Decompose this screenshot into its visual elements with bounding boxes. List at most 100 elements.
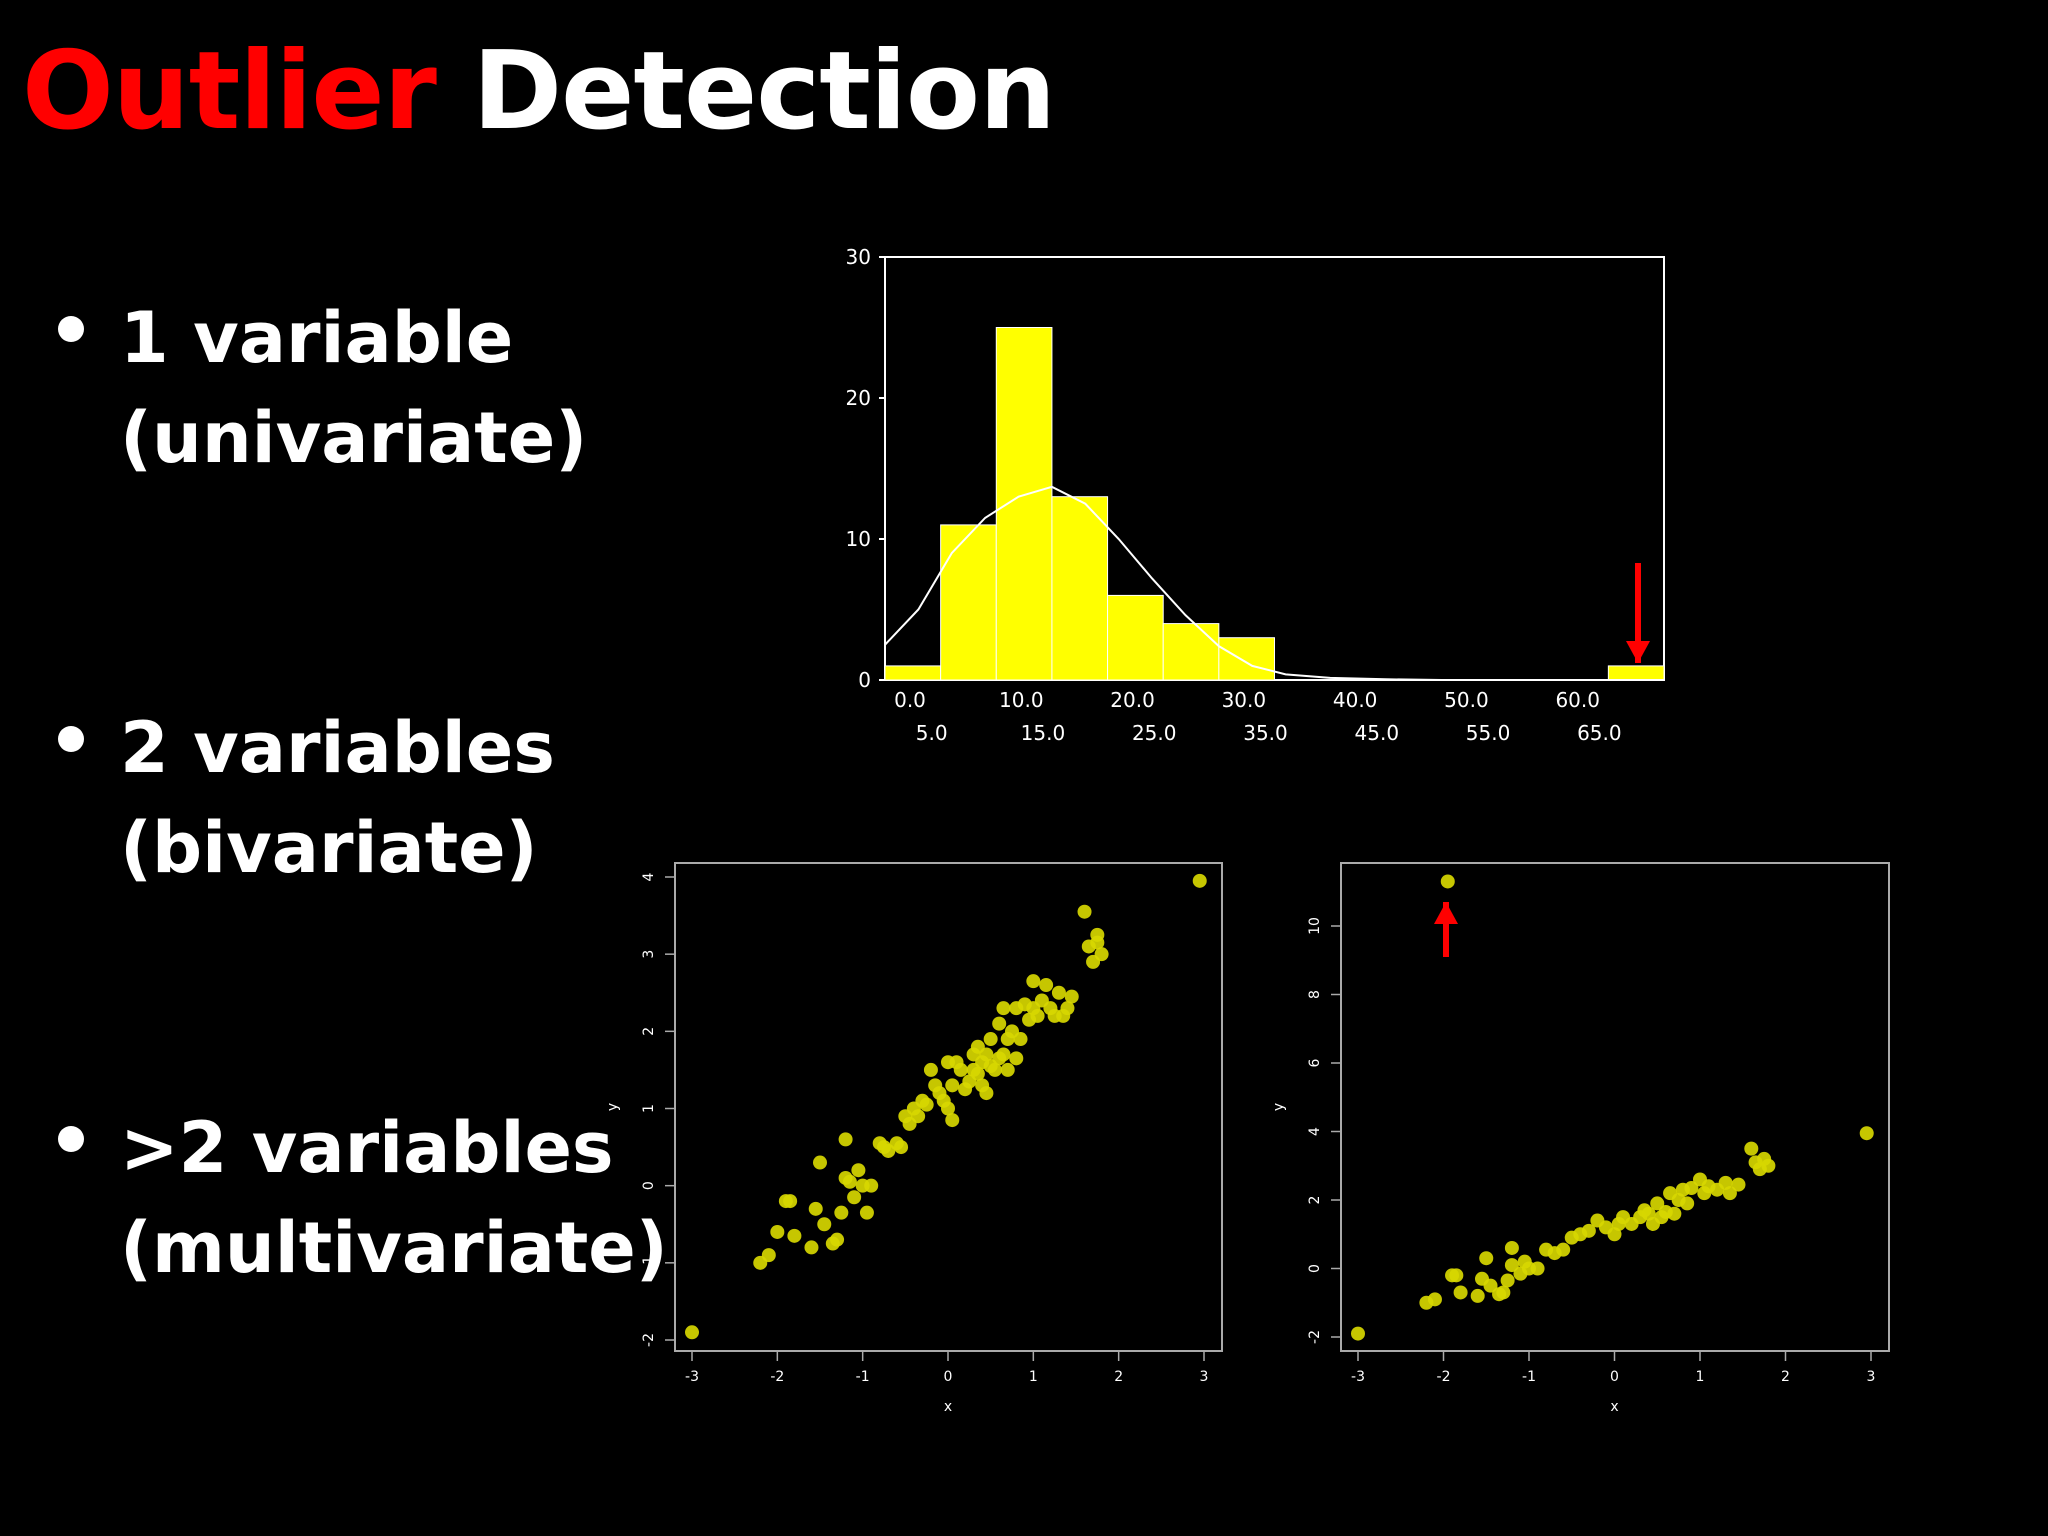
scatter-point: [1483, 1278, 1498, 1293]
x-tick-label: -3: [685, 1369, 699, 1385]
scatter-point: [1453, 1285, 1468, 1300]
scatter-point: [923, 1062, 938, 1077]
scatter-point: [817, 1217, 832, 1232]
scatter-point: [1427, 1292, 1442, 1307]
scatter-point: [1496, 1285, 1511, 1300]
histogram-bar: [1218, 637, 1276, 681]
scatter-point: [804, 1240, 819, 1255]
y-tick-label: 4: [1307, 1127, 1323, 1136]
scatter-point: [761, 1248, 776, 1263]
scatter-point: [770, 1224, 785, 1239]
scatter-point: [1192, 873, 1207, 888]
y-tick-label: 2: [1307, 1196, 1323, 1205]
scatter-point: [1761, 1158, 1776, 1173]
scatter-point: [842, 1174, 857, 1189]
scatter-point: [1680, 1196, 1695, 1211]
y-tick-label: 4: [641, 872, 657, 881]
scatter-point: [953, 1062, 968, 1077]
scatter-point: [1500, 1273, 1515, 1288]
x-tick-label: 30.0: [1222, 688, 1267, 712]
title-word-detection: Detection: [472, 29, 1056, 154]
scatter-point: [970, 1066, 985, 1081]
x-tick-label: 15.0: [1021, 721, 1066, 745]
x-axis-label: x: [944, 1399, 952, 1415]
x-tick-label: -2: [770, 1369, 784, 1385]
y-tick-label: -2: [1307, 1330, 1323, 1344]
scatter-point: [1722, 1186, 1737, 1201]
scatter-point: [1504, 1240, 1519, 1255]
scatter-point: [1039, 978, 1054, 993]
y-tick-label: 1: [641, 1104, 657, 1113]
bullet-line2: (univariate): [120, 397, 588, 479]
x-tick-label: 1: [1029, 1369, 1038, 1385]
scatter-point: [1449, 1268, 1464, 1283]
scatter-point: [941, 1101, 955, 1116]
scatter-point: [1060, 1001, 1075, 1016]
bullet-line1: 2 variables: [120, 707, 555, 789]
scatter-point: [787, 1228, 802, 1243]
bullet-line1: >2 variables: [120, 1107, 614, 1189]
scatter-point: [996, 1047, 1011, 1062]
y-tick-label: 0: [1307, 1264, 1323, 1273]
page-title: Outlier Detection: [22, 29, 1056, 154]
bullet-dot-icon: [58, 726, 84, 752]
scatter-point: [979, 1047, 994, 1062]
density-curve: [884, 485, 1664, 681]
scatter-point: [859, 1205, 874, 1220]
x-tick-label: 0: [944, 1369, 953, 1385]
scatter-point: [1470, 1288, 1485, 1303]
scatter-point: [1026, 974, 1041, 989]
outlier-arrow-icon: [1626, 563, 1650, 663]
x-tick-label: 55.0: [1466, 721, 1511, 745]
x-tick-label: -1: [1522, 1369, 1536, 1385]
scatter-point: [996, 1001, 1011, 1016]
x-tick-label: 50.0: [1444, 688, 1489, 712]
scatter-point: [1094, 947, 1109, 962]
x-tick-label: 10.0: [999, 688, 1044, 712]
bullet-multivariate: >2 variables (multivariate): [58, 1098, 668, 1298]
y-tick-label: 3: [641, 950, 657, 959]
x-tick-label: -3: [1351, 1369, 1365, 1385]
x-tick-label: 60.0: [1555, 688, 1600, 712]
arrow-head: [1434, 902, 1458, 924]
x-tick-label: 0: [1610, 1369, 1619, 1385]
scatter-point: [992, 1016, 1007, 1031]
bullet-dot-icon: [58, 316, 84, 342]
x-tick-label: 40.0: [1333, 688, 1378, 712]
scatter-point: [1667, 1206, 1682, 1221]
y-tick-label: 0: [858, 668, 871, 692]
scatter-point: [945, 1078, 960, 1093]
scatter-point: [813, 1155, 827, 1170]
scatter-point: [1030, 1008, 1045, 1023]
scatter-point: [1351, 1326, 1365, 1341]
scatter-point: [1479, 1251, 1494, 1266]
scatter-point: [834, 1205, 849, 1220]
scatter-point: [838, 1132, 853, 1147]
scatter-point: [1077, 904, 1092, 919]
x-tick-label: 25.0: [1132, 721, 1177, 745]
scatter-point: [851, 1163, 866, 1178]
x-tick-label: 3: [1867, 1369, 1876, 1385]
scatter-point: [987, 1062, 1002, 1077]
scatter-point: [1731, 1177, 1746, 1192]
scatter-point: [1556, 1242, 1571, 1257]
scatter-frame: [1340, 862, 1890, 1352]
scatter-point: [1013, 1032, 1028, 1047]
scatter-point: [1581, 1223, 1596, 1238]
scatter-point: [945, 1113, 960, 1128]
y-tick-label: 20: [846, 386, 871, 410]
x-axis-label: x: [1610, 1399, 1618, 1415]
scatter-point: [1744, 1141, 1759, 1156]
x-tick-label: 45.0: [1355, 721, 1400, 745]
x-tick-label: 2: [1114, 1369, 1123, 1385]
y-tick-label: 30: [846, 245, 871, 269]
bullet-dot-icon: [58, 1126, 84, 1152]
scatter-point: [1650, 1196, 1665, 1211]
x-tick-label: 65.0: [1577, 721, 1622, 745]
x-tick-label: -2: [1437, 1369, 1451, 1385]
y-axis-label: y: [605, 1103, 621, 1111]
y-axis-label: y: [1271, 1103, 1287, 1111]
bullet-line2: (multivariate): [120, 1207, 668, 1289]
